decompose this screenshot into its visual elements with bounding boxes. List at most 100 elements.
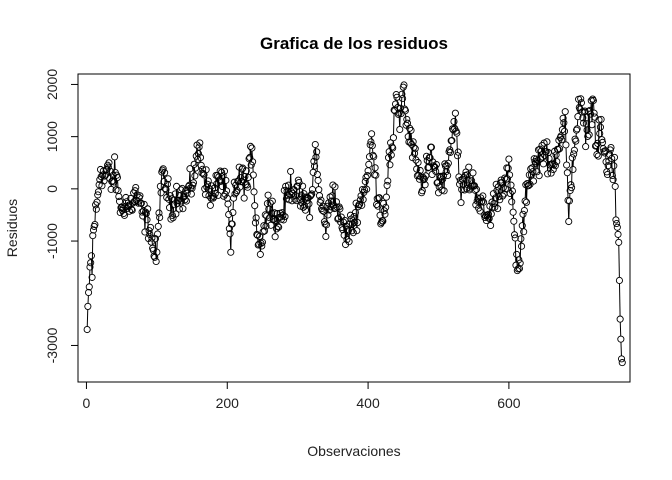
- data-point: [415, 171, 423, 179]
- data-point: [536, 145, 544, 153]
- series-segment: [393, 113, 395, 135]
- data-point: [487, 210, 495, 218]
- data-point: [220, 192, 228, 200]
- data-point: [372, 200, 381, 209]
- data-point: [326, 193, 334, 201]
- data-point: [567, 181, 575, 189]
- x-tick-label: 600: [497, 395, 521, 411]
- data-point: [411, 145, 419, 153]
- data-point: [604, 162, 612, 170]
- data-point: [380, 199, 388, 207]
- data-point: [280, 186, 288, 194]
- data-point: [266, 199, 274, 207]
- x-axis-label: Observaciones: [307, 443, 400, 459]
- data-point: [371, 164, 379, 172]
- data-point: [310, 157, 318, 165]
- data-point: [386, 161, 394, 169]
- data-point: [167, 215, 175, 223]
- data-point: [458, 186, 466, 194]
- data-point: [154, 230, 162, 238]
- data-point: [568, 184, 576, 192]
- y-tick-label: -3000: [44, 327, 60, 363]
- data-point: [520, 206, 528, 215]
- y-tick-label: -1000: [44, 223, 60, 259]
- data-point: [342, 222, 350, 230]
- series-segment: [614, 189, 617, 217]
- data-point: [383, 181, 391, 189]
- data-point: [181, 196, 189, 204]
- data-point: [322, 232, 330, 241]
- data-point: [327, 197, 336, 205]
- data-point: [608, 171, 616, 180]
- data-point: [558, 136, 566, 144]
- data-point: [455, 173, 463, 181]
- data-point: [159, 165, 167, 173]
- data-point: [202, 166, 210, 174]
- data-point: [313, 148, 321, 156]
- data-point: [551, 162, 559, 170]
- data-point: [485, 214, 493, 223]
- data-point: [413, 165, 421, 173]
- data-point: [191, 172, 199, 180]
- data-point: [271, 233, 279, 241]
- data-point: [175, 205, 183, 213]
- data-point: [570, 150, 578, 158]
- y-tick-label: 1000: [44, 121, 60, 152]
- data-point: [427, 143, 435, 151]
- data-point: [406, 138, 414, 146]
- data-point: [92, 205, 100, 213]
- data-point: [368, 142, 376, 150]
- data-point: [521, 197, 529, 205]
- data-point: [192, 152, 200, 160]
- data-point: [392, 91, 400, 99]
- data-point: [225, 210, 233, 219]
- data-point: [499, 192, 507, 200]
- data-point: [454, 148, 462, 156]
- data-point: [388, 143, 396, 151]
- data-point: [349, 220, 357, 228]
- data-point: [525, 182, 533, 190]
- data-point: [529, 177, 538, 185]
- data-point: [221, 190, 229, 198]
- data-point: [128, 206, 136, 214]
- data-point: [251, 202, 259, 210]
- data-point: [91, 221, 99, 229]
- data-point: [345, 238, 353, 246]
- data-point: [89, 232, 97, 240]
- data-point: [561, 108, 569, 116]
- data-point: [223, 187, 231, 195]
- data-point: [210, 193, 218, 201]
- y-tick-label: 0: [44, 185, 60, 193]
- data-point: [517, 235, 525, 243]
- data-point: [450, 117, 458, 126]
- data-point: [607, 144, 615, 152]
- data-point: [228, 220, 236, 228]
- data-point: [610, 162, 618, 170]
- data-point: [563, 161, 571, 169]
- data-point: [93, 198, 101, 206]
- data-point: [346, 220, 354, 228]
- data-point: [87, 259, 95, 267]
- data-point: [587, 97, 595, 105]
- data-point: [322, 221, 331, 229]
- series-segment: [91, 238, 94, 275]
- series-segment: [387, 160, 389, 178]
- series-segment: [316, 154, 318, 172]
- data-point: [146, 223, 155, 231]
- data-point: [572, 126, 581, 134]
- data-point: [599, 145, 607, 153]
- data-point: [359, 196, 367, 204]
- data-point: [394, 110, 402, 118]
- data-point: [577, 99, 585, 107]
- data-point: [464, 176, 472, 184]
- data-point: [439, 175, 447, 183]
- data-point: [83, 325, 91, 334]
- data-point: [593, 150, 601, 159]
- data-point: [229, 208, 237, 217]
- data-point: [353, 227, 361, 235]
- data-point: [331, 183, 339, 191]
- series-segment: [497, 189, 499, 206]
- data-point: [131, 187, 139, 195]
- data-point: [579, 119, 588, 127]
- data-point: [491, 194, 500, 202]
